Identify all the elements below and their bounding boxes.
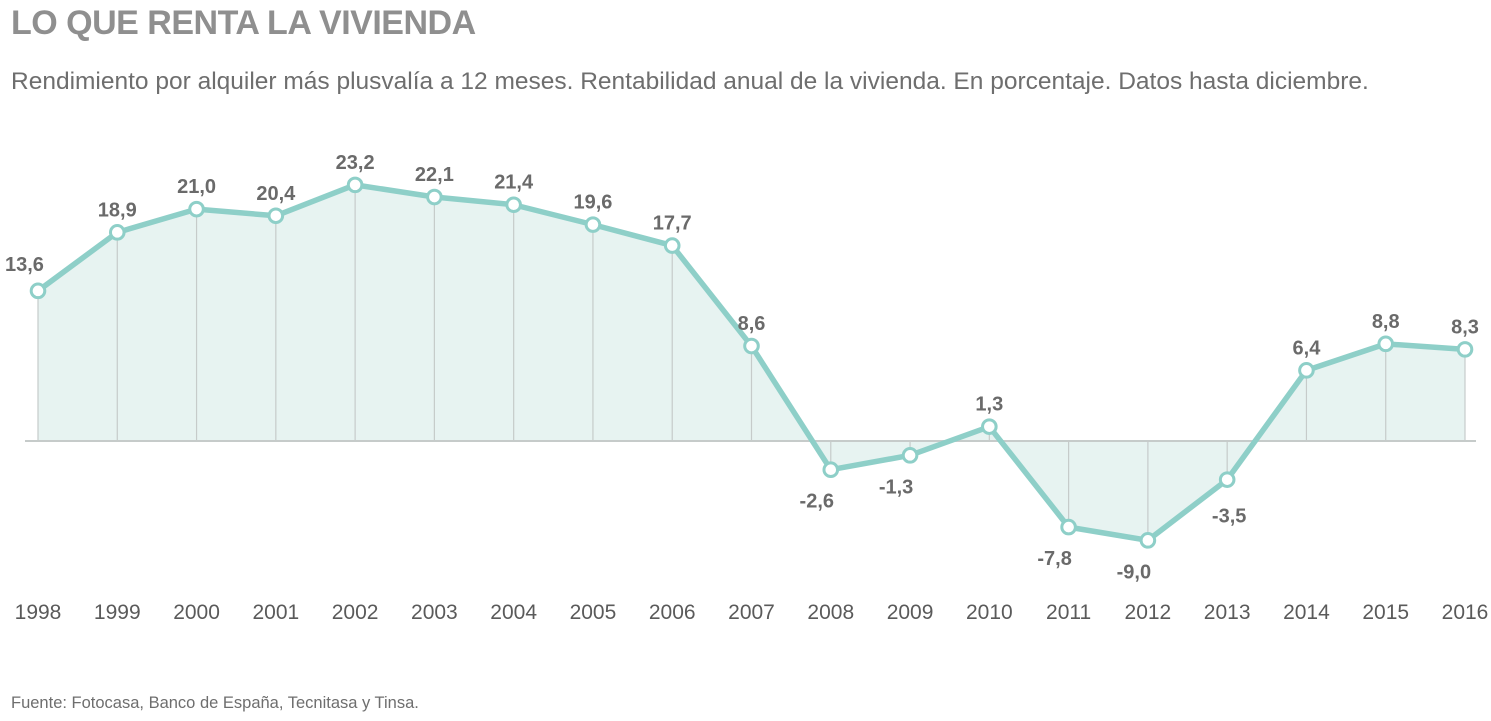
data-point-2006 [663,237,681,254]
data-point-2003 [426,188,443,206]
x-tick-2002: 2002 [332,601,379,624]
data-label-2016: 8,3 [1451,316,1479,338]
data-points [29,176,1474,549]
data-label-2004: 21,4 [494,172,534,194]
data-point-2014 [1298,362,1315,379]
data-point-2010 [981,418,998,435]
data-label-2013: -3,5 [1212,506,1246,528]
data-point-1998 [29,282,47,300]
data-label-2011: -7,8 [1037,548,1071,570]
x-tick-2011: 2011 [1046,601,1091,624]
x-tick-2010: 2010 [966,601,1013,624]
x-tick-2003: 2003 [411,601,458,624]
data-label-2006: 17,7 [653,213,692,235]
data-point-2009 [901,447,919,464]
data-point-2012 [1139,532,1157,549]
data-point-1999 [108,224,126,241]
data-label-2009: -1,3 [879,476,913,498]
data-label-1998: 13,6 [5,254,44,276]
data-point-2007 [743,337,760,355]
data-label-2003: 22,1 [415,164,454,186]
x-tick-2014: 2014 [1283,601,1330,624]
x-tick-2009: 2009 [887,601,934,624]
data-point-2001 [267,207,285,225]
source-note: Fuente: Fotocasa, Banco de España, Tecni… [11,694,419,712]
data-point-2016 [1456,341,1474,358]
x-tick-1998: 1998 [15,601,62,624]
x-tick-2015: 2015 [1362,601,1409,624]
data-label-2015: 8,8 [1372,311,1400,333]
data-label-1999: 18,9 [98,199,137,221]
data-label-2002: 23,2 [336,152,375,174]
data-label-2005: 19,6 [573,192,612,214]
data-point-2008 [822,461,840,479]
data-point-2015 [1377,335,1395,353]
chart-title: LO QUE RENTA LA VIVIENDA [11,4,476,42]
x-tick-2006: 2006 [649,601,696,624]
data-point-2005 [584,216,602,233]
data-point-2000 [188,200,205,218]
chart-subtitle: Rendimiento por alquiler más plusvalía a… [11,68,1369,95]
x-tick-2016: 2016 [1442,601,1489,624]
x-tick-2000: 2000 [173,601,220,624]
data-point-2004 [505,196,522,214]
x-tick-2008: 2008 [807,601,854,624]
data-point-2013 [1218,471,1236,488]
x-tick-2001: 2001 [252,601,299,624]
data-labels: 13,6 18,9 21,0 20,4 23,2 22,1 21,4 19,6 17,7 8,6 -… [5,152,1479,583]
data-point-2011 [1060,518,1077,536]
data-label-2012: -9,0 [1117,561,1151,583]
x-tick-2004: 2004 [490,601,537,624]
data-label-2008: -2,6 [800,491,834,513]
x-axis-tick-labels: 1998 1999 2000 2001 2002 2003 2004 2005 2006 2007… [15,601,1489,624]
x-tick-2005: 2005 [570,601,617,624]
x-tick-2007: 2007 [728,601,775,624]
data-label-2007: 8,6 [738,313,766,335]
data-label-2010: 1,3 [975,394,1003,416]
x-tick-2012: 2012 [1125,601,1172,624]
x-tick-1999: 1999 [94,601,141,624]
x-tick-2013: 2013 [1204,601,1251,624]
data-label-2014: 6,4 [1293,337,1322,359]
data-label-2000: 21,0 [177,176,216,198]
data-point-2002 [346,176,364,194]
data-label-2001: 20,4 [256,183,296,205]
